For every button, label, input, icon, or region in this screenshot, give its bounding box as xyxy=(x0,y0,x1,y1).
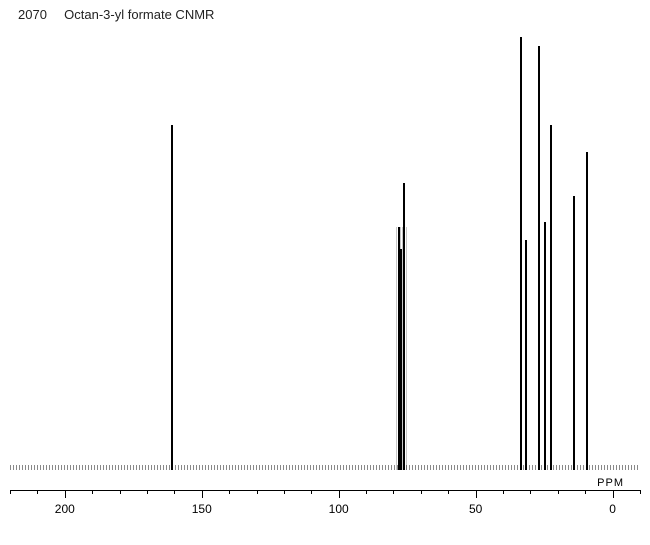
minor-tick xyxy=(585,490,586,494)
major-tick xyxy=(613,490,614,498)
minor-tick xyxy=(530,490,531,494)
minor-tick xyxy=(421,490,422,494)
tick-label: 0 xyxy=(609,502,616,516)
axis-label: PPM xyxy=(597,477,624,489)
minor-tick xyxy=(558,490,559,494)
peak xyxy=(544,222,546,470)
major-tick xyxy=(65,490,66,498)
minor-tick xyxy=(393,490,394,494)
peak xyxy=(586,152,588,470)
minor-tick xyxy=(10,490,11,494)
minor-tick xyxy=(366,490,367,494)
tick-label: 100 xyxy=(329,502,349,516)
solvent-peak xyxy=(398,227,400,470)
major-tick xyxy=(339,490,340,498)
peak xyxy=(550,125,552,470)
major-tick xyxy=(202,490,203,498)
title-name: Octan-3-yl formate CNMR xyxy=(64,7,214,22)
minor-tick xyxy=(640,490,641,494)
minor-tick xyxy=(311,490,312,494)
minor-tick xyxy=(147,490,148,494)
peak xyxy=(520,37,522,470)
title-number: 2070 xyxy=(18,7,47,22)
peak xyxy=(171,125,173,470)
solvent-peak xyxy=(403,240,405,470)
minor-tick xyxy=(503,490,504,494)
major-tick xyxy=(476,490,477,498)
tick-label: 50 xyxy=(469,502,482,516)
minor-tick xyxy=(448,490,449,494)
peak xyxy=(538,46,540,470)
nmr-spectrum xyxy=(10,28,640,470)
solvent-peak xyxy=(400,249,402,470)
minor-tick xyxy=(92,490,93,494)
tick-label: 150 xyxy=(192,502,212,516)
tick-label: 200 xyxy=(55,502,75,516)
x-axis: 200 150 100 50 0 xyxy=(10,490,640,530)
axis-line xyxy=(10,490,640,491)
spectrum-title: 2070 Octan-3-yl formate CNMR xyxy=(18,7,214,22)
minor-tick xyxy=(120,490,121,494)
peak xyxy=(525,240,527,470)
peak xyxy=(573,196,575,470)
minor-tick xyxy=(229,490,230,494)
minor-tick xyxy=(174,490,175,494)
minor-tick xyxy=(37,490,38,494)
minor-tick xyxy=(284,490,285,494)
minor-tick xyxy=(257,490,258,494)
